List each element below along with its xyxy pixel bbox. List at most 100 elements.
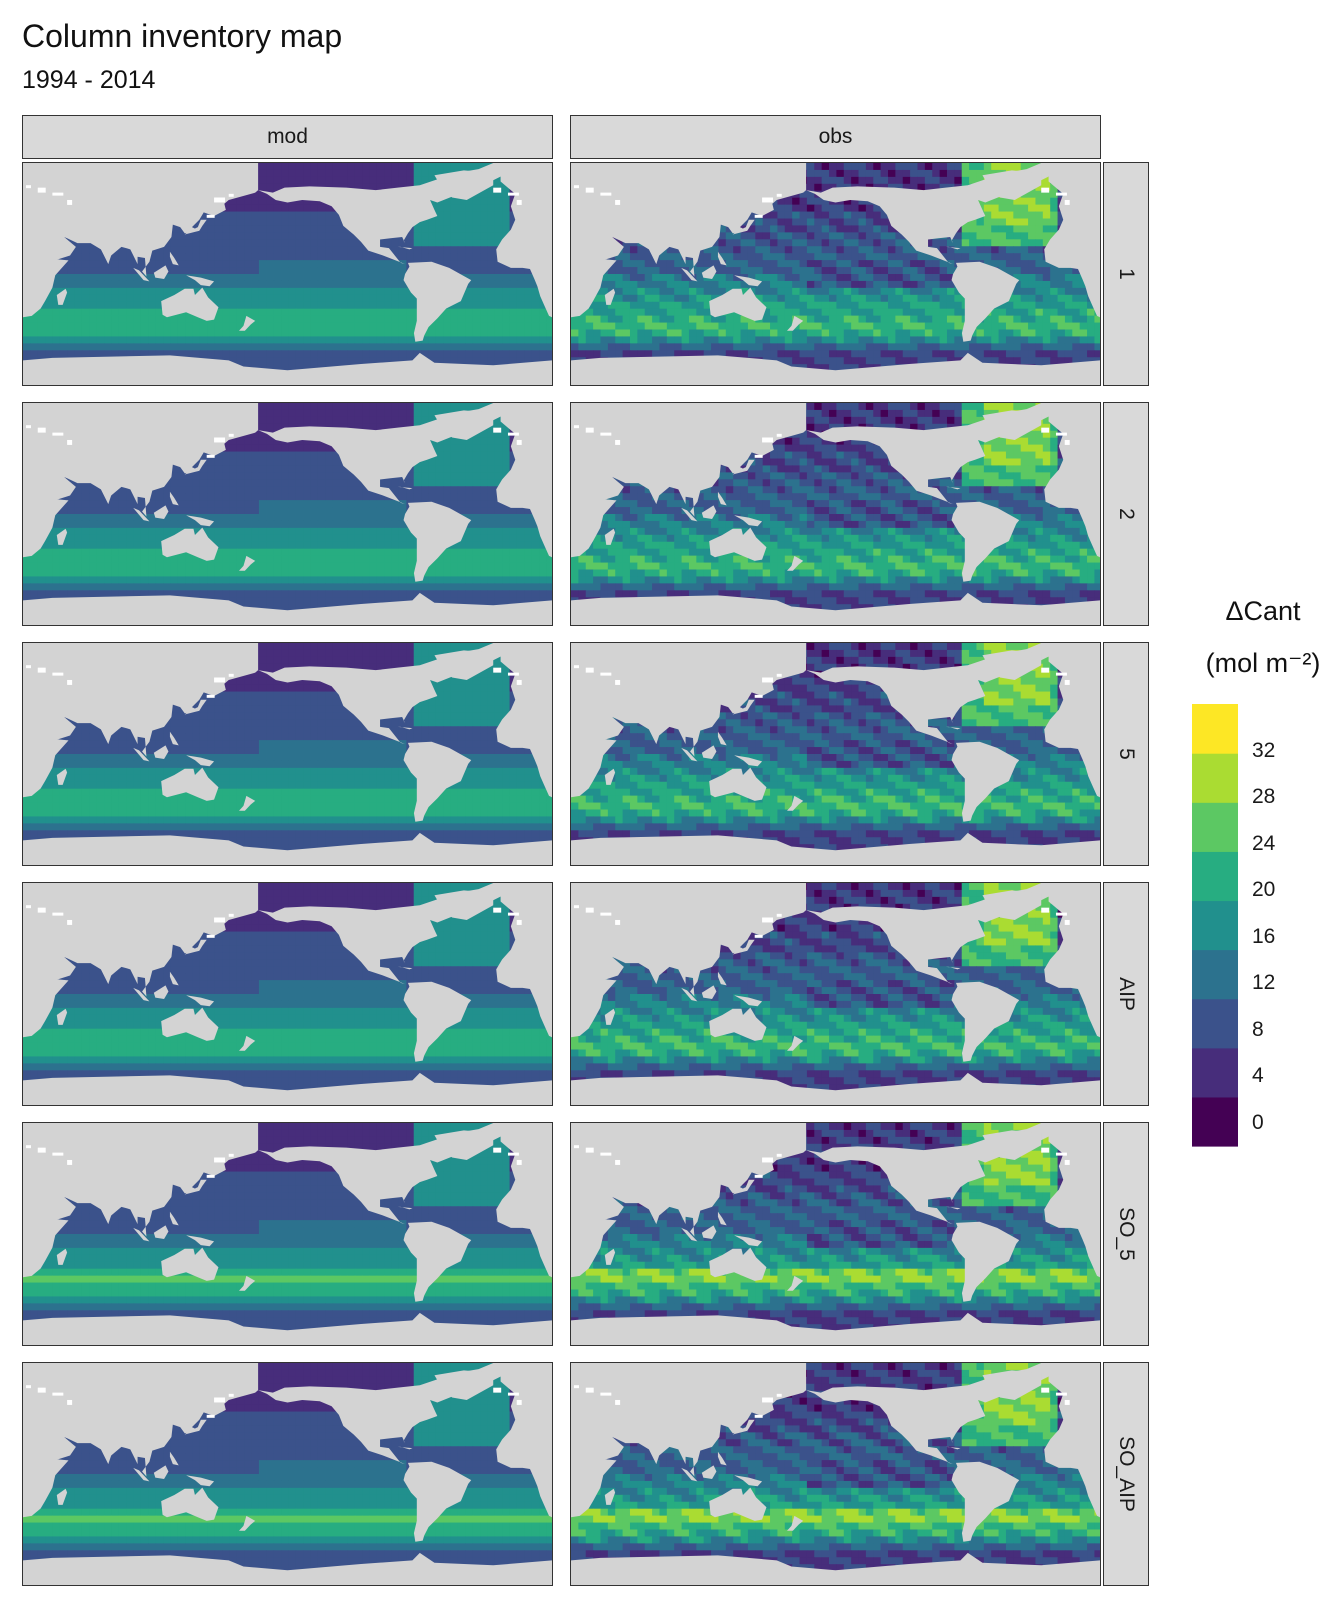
ocean-cell: [895, 176, 904, 185]
ocean-cell: [332, 329, 341, 337]
ocean-cell: [310, 343, 319, 351]
ocean-cell: [421, 409, 429, 418]
ocean-cell: [332, 301, 341, 310]
ocean-cell: [622, 294, 631, 303]
ocean-cell: [924, 336, 933, 344]
ocean-cell: [917, 343, 926, 351]
ocean-cell: [946, 280, 955, 289]
ocean-cell: [1050, 183, 1059, 192]
ocean-cell: [258, 409, 267, 418]
ocean-cell: [858, 364, 867, 372]
ocean-cell: [571, 336, 579, 344]
ocean-cell: [1035, 287, 1044, 296]
ocean-cell: [325, 322, 334, 330]
ocean-cell: [199, 274, 208, 282]
ocean-cell: [465, 163, 474, 171]
ocean-cell: [777, 329, 786, 337]
ocean-cell: [969, 253, 977, 261]
ocean-cell: [681, 294, 690, 303]
ocean-cell: [118, 274, 127, 282]
ocean-cell: [895, 169, 904, 178]
ocean-cell: [347, 343, 356, 351]
ocean-cell: [1072, 280, 1081, 289]
ocean-cell: [814, 246, 823, 254]
ocean-cell: [688, 322, 697, 330]
ocean-cell: [457, 260, 466, 268]
ocean-cell: [806, 308, 815, 317]
ocean-cell: [303, 357, 312, 365]
ocean-cell: [888, 163, 896, 171]
ocean-cell: [696, 260, 705, 268]
chart-title: Column inventory map: [22, 18, 342, 55]
ocean-cell: [829, 176, 837, 185]
ocean-cell: [622, 260, 631, 268]
ocean-cell: [1005, 260, 1014, 268]
ocean-cell: [67, 267, 76, 275]
ocean-cell: [199, 336, 208, 344]
ocean-cell: [398, 294, 407, 303]
ocean-cell: [600, 336, 609, 344]
ocean-cell: [317, 225, 326, 233]
ocean-cell: [325, 246, 334, 254]
ocean-cell: [792, 239, 801, 247]
ocean-cell: [806, 225, 815, 233]
ocean-cell: [696, 336, 705, 344]
ocean-cell: [303, 211, 312, 219]
ocean-cell: [615, 294, 624, 303]
ocean-cell: [792, 280, 801, 289]
ocean-cell: [843, 267, 852, 275]
ocean-cell: [509, 336, 518, 344]
ocean-cell: [644, 253, 653, 261]
ocean-cell: [192, 336, 201, 344]
ocean-cell: [273, 169, 282, 178]
ocean-cell: [155, 280, 164, 289]
ocean-cell: [118, 246, 127, 254]
ocean-cell: [384, 260, 393, 268]
ocean-cell: [1020, 301, 1029, 310]
ocean-cell: [273, 308, 282, 317]
ocean-cell: [888, 280, 896, 289]
ocean-cell: [391, 246, 400, 254]
ocean-cell: [851, 350, 860, 358]
ocean-cell: [976, 253, 985, 261]
ocean-cell: [622, 322, 631, 330]
ocean-cell: [806, 253, 815, 261]
ocean-cell: [880, 232, 889, 240]
ocean-cell: [487, 294, 496, 303]
ocean-cell: [450, 322, 459, 330]
ocean-cell: [406, 308, 415, 317]
ocean-cell: [770, 267, 778, 275]
ocean-cell: [895, 343, 904, 351]
ocean-cell: [902, 308, 911, 317]
ocean-cell: [480, 343, 488, 351]
ocean-cell: [140, 350, 149, 358]
ocean-cell: [681, 322, 690, 330]
ocean-cell: [317, 287, 326, 296]
ocean-cell: [391, 357, 400, 365]
ocean-cell: [398, 280, 407, 289]
ocean-cell: [770, 322, 778, 330]
ocean-cell: [531, 322, 540, 330]
ocean-cell: [888, 232, 896, 240]
ocean-cell: [1079, 336, 1088, 344]
ocean-cell: [369, 301, 378, 310]
ocean-cell: [155, 260, 164, 268]
ocean-cell: [472, 301, 481, 310]
ocean-cell: [295, 287, 304, 296]
ocean-cell: [777, 253, 786, 261]
ocean-cell: [1050, 329, 1059, 337]
ocean-cell: [829, 204, 837, 213]
ocean-cell: [998, 211, 1007, 219]
ocean-cell: [236, 308, 245, 317]
ocean-cell: [236, 315, 245, 324]
ocean-cell: [666, 267, 675, 275]
ocean-cell: [170, 274, 179, 282]
white-speck: [1055, 192, 1067, 196]
ocean-cell: [843, 169, 852, 178]
ocean-cell: [777, 274, 786, 282]
ocean-cell: [895, 280, 904, 289]
ocean-cell: [607, 280, 616, 289]
ocean-cell: [295, 329, 304, 337]
facet-label-row-aip: AIP: [1114, 977, 1138, 1011]
ocean-cell: [362, 183, 370, 192]
